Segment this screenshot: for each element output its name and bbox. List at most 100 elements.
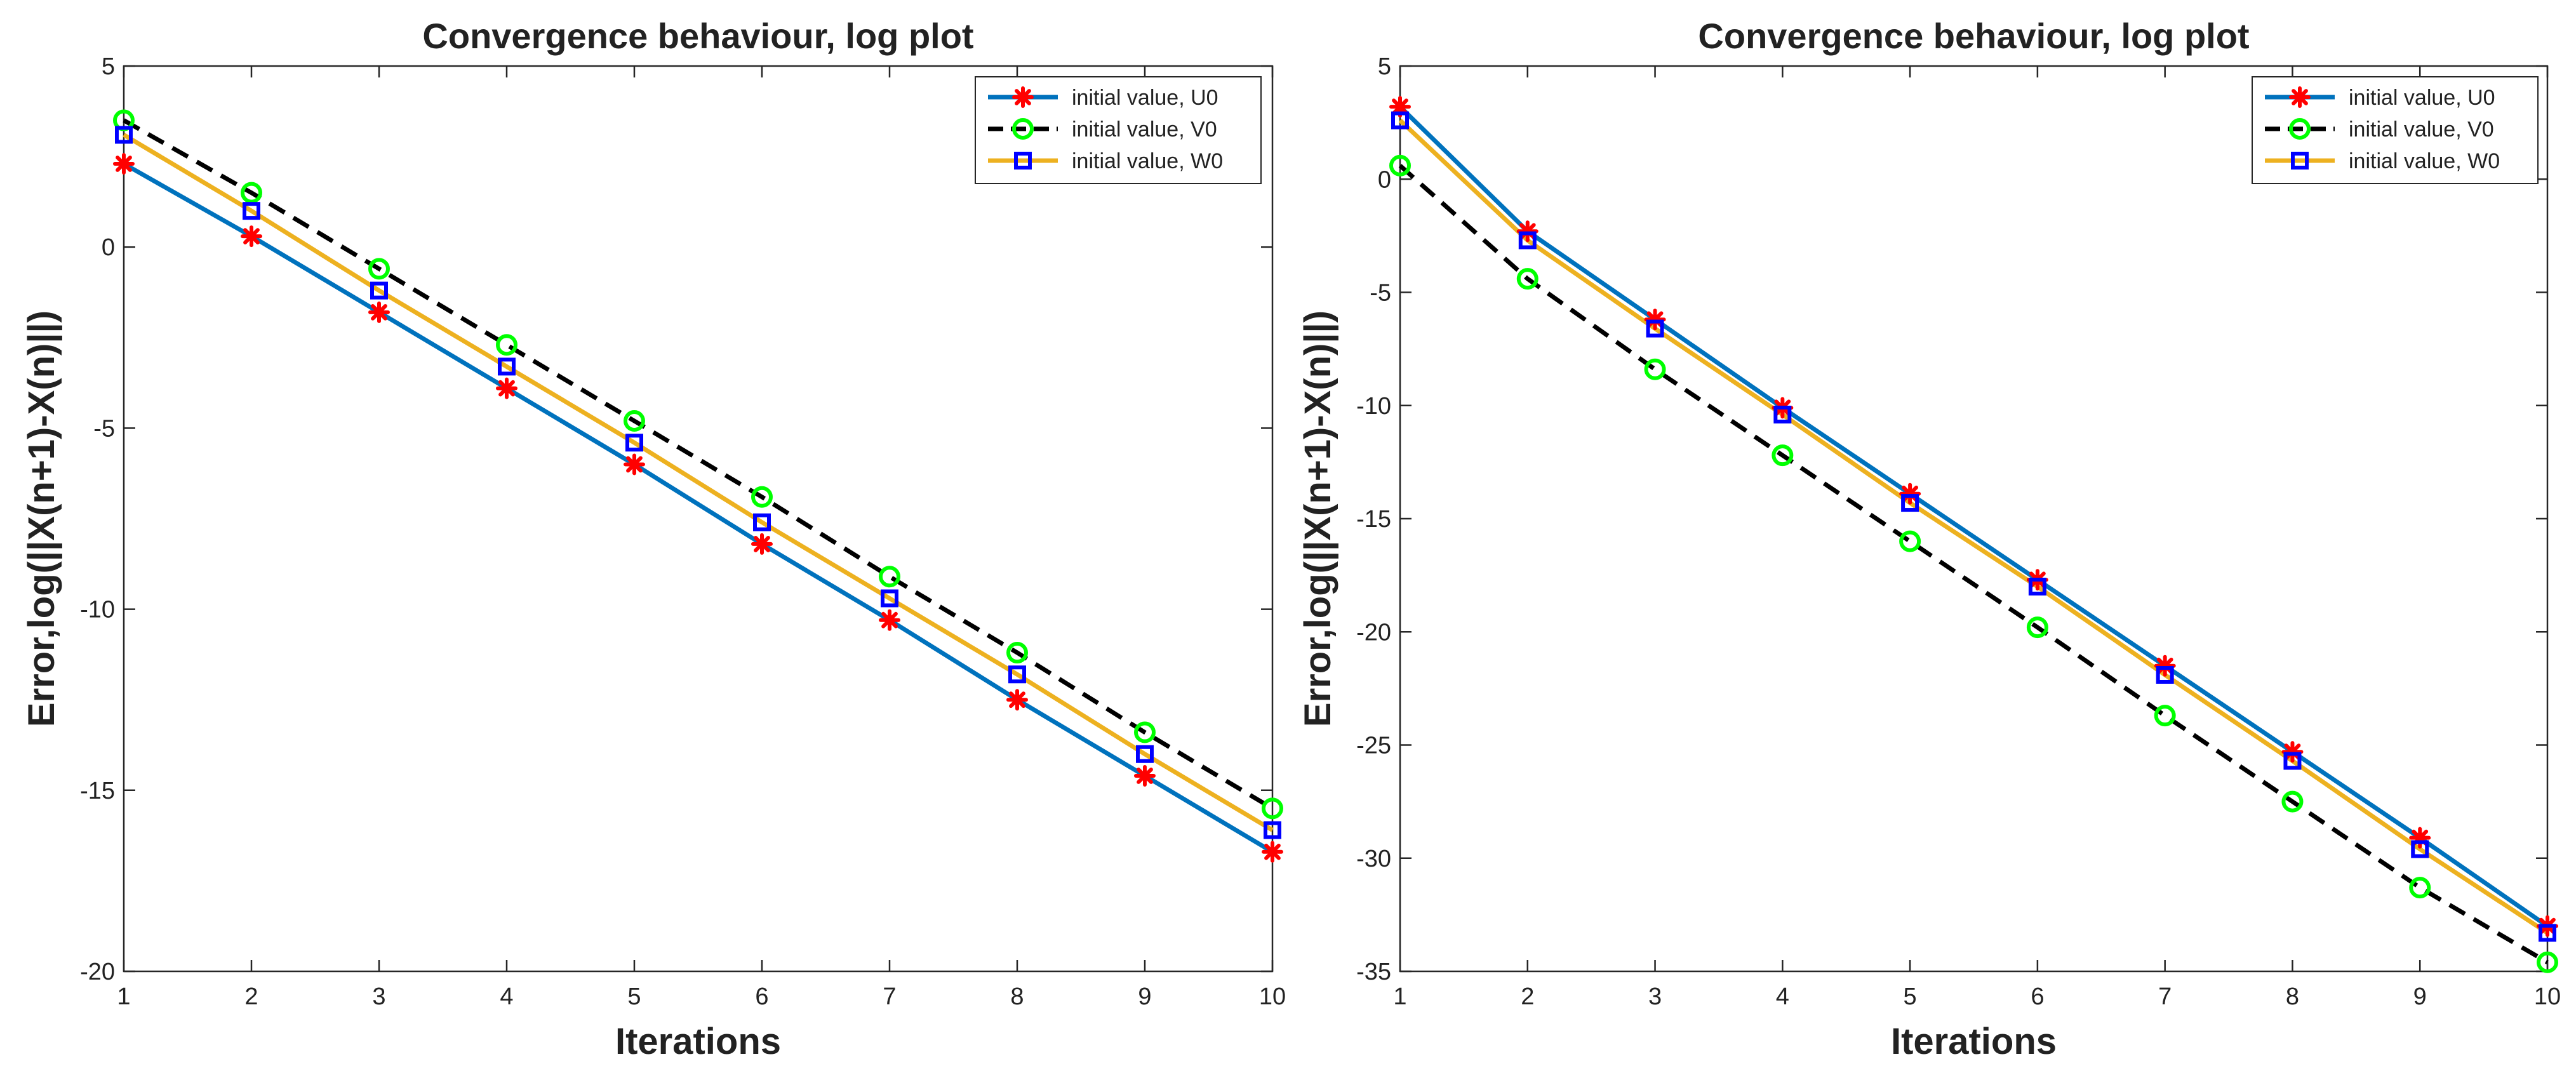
series-2-point (1772, 444, 1794, 467)
chart-title: Convergence behaviour, log plot (1698, 16, 2249, 56)
x-tick-label: 1 (1393, 983, 1406, 1010)
x-tick-label: 6 (2031, 983, 2044, 1010)
series-3-point (2411, 840, 2429, 858)
legend-marker-3 (1014, 152, 1032, 170)
series-3-point (2028, 577, 2046, 596)
x-tick-label: 6 (755, 983, 768, 1010)
y-tick-label: -20 (1356, 619, 1391, 646)
x-tick-label: 5 (627, 983, 641, 1010)
x-tick-label: 9 (1138, 983, 1151, 1010)
x-tick-label: 2 (244, 983, 258, 1010)
y-tick-label: -10 (1356, 393, 1391, 420)
series-3-point (881, 589, 898, 608)
y-axis-label: Error,log(||X(n+1)-X(n)||) (1297, 310, 1338, 727)
y-tick-label: -20 (80, 959, 115, 985)
series-1-point (751, 533, 773, 555)
series-1-point (879, 609, 900, 631)
series-line-1 (1398, 105, 2549, 928)
series-2-point (2537, 951, 2558, 973)
y-tick-label: 0 (102, 234, 115, 261)
series-1-point (2281, 741, 2304, 763)
legend-marker-3 (2291, 152, 2309, 170)
x-axis-label: Iterations (1891, 1021, 2057, 1062)
x-tick-label: 1 (117, 983, 130, 1010)
series-3-point (1901, 494, 1919, 512)
series-1-point-stroke-3 (1264, 843, 1281, 860)
series-1-point (1006, 689, 1028, 711)
series-3-point (2539, 924, 2556, 942)
x-tick-label: 4 (1776, 983, 1789, 1010)
y-tick-label: -15 (1356, 506, 1391, 533)
series-1-point-stroke-3 (1137, 768, 1153, 784)
x-tick-label: 3 (1648, 983, 1662, 1010)
series-1-point-stroke-3 (881, 611, 898, 629)
series-3-point (498, 357, 516, 376)
legend-marker-1-stroke-3 (2292, 89, 2308, 105)
series-2-point (1134, 721, 1156, 743)
series-1-point-stroke-3 (116, 156, 132, 172)
series-1-point (2154, 655, 2176, 677)
series-3-point (243, 202, 260, 220)
y-tick-label: -35 (1356, 959, 1391, 985)
series-line-2 (1398, 164, 2549, 964)
series-1-point-stroke-3 (371, 303, 387, 321)
series-1-point-stroke-3 (1646, 311, 1664, 328)
y-axis-label: Error,log(||X(n+1)-X(n)||) (21, 310, 62, 727)
plot-area (123, 65, 1274, 973)
legend-label-2: initial value, V0 (1072, 117, 1217, 142)
series-2-point (2409, 877, 2431, 899)
series-3-point (115, 126, 133, 144)
y-tick-label: -25 (1356, 733, 1391, 759)
plot-area (1399, 65, 2549, 973)
series-2-point (751, 486, 773, 508)
series-3-point (1773, 406, 1792, 424)
y-tick-label: 0 (1378, 166, 1391, 193)
series-2-point (1006, 642, 1028, 664)
series-3-point (1646, 319, 1664, 338)
x-tick-label: 4 (500, 983, 513, 1010)
series-1-point-stroke-3 (1902, 485, 1919, 502)
series-1-point (113, 153, 135, 175)
series-2-point (368, 258, 390, 280)
legend-marker-1 (1012, 86, 1034, 108)
series-2-point (2026, 616, 2048, 639)
y-tick-label: -10 (80, 597, 115, 623)
x-tick-label: 8 (1010, 983, 1024, 1010)
series-1-point-stroke-3 (1009, 691, 1025, 709)
series-line-1 (123, 161, 1274, 854)
legend-label-3: initial value, W0 (1072, 149, 1223, 173)
series-1-point-stroke-3 (2156, 657, 2173, 674)
x-tick-label: 9 (2413, 983, 2427, 1010)
series-2-point (1516, 268, 1538, 290)
series-2-point (1644, 358, 1666, 380)
series-1-point-stroke-3 (1519, 223, 1536, 240)
legend: initial value, U0 initial value, V0 initia… (975, 76, 1262, 184)
legend-marker-1-stroke-3 (1015, 89, 1031, 105)
series-1-point-stroke-3 (498, 380, 515, 397)
x-tick-label: 5 (1904, 983, 1917, 1010)
series-2-point (624, 409, 645, 432)
series-1-point (1516, 220, 1538, 243)
series-3-point (625, 434, 643, 452)
series-1-point-stroke-3 (754, 536, 770, 552)
series-1-point (1389, 96, 1411, 118)
series-2-point (1389, 154, 1411, 176)
legend-marker-2 (1012, 118, 1034, 140)
series-line-3 (1398, 119, 2549, 935)
series-3-point (753, 513, 771, 531)
y-tick-label: -15 (80, 778, 115, 804)
series-1-point (1262, 841, 1283, 863)
series-1-point (368, 301, 390, 323)
series-1-point (1899, 482, 1921, 505)
x-tick-label: 10 (2534, 983, 2561, 1010)
legend-label-2: initial value, V0 (2349, 117, 2494, 142)
series-1-point (1134, 764, 1156, 787)
series-1-point (241, 225, 262, 248)
legend-marker-2 (2289, 118, 2311, 140)
x-tick-label: 7 (883, 983, 896, 1010)
series-3-point (2283, 752, 2302, 770)
right-chart: 1 2 3 4 5 6 7 8 9 10 5 0 -5 -10 -15 -20 -25 -30 -35 Converg… (1297, 16, 2561, 1062)
series-2-point (879, 566, 900, 588)
series-1-point (1644, 309, 1666, 331)
